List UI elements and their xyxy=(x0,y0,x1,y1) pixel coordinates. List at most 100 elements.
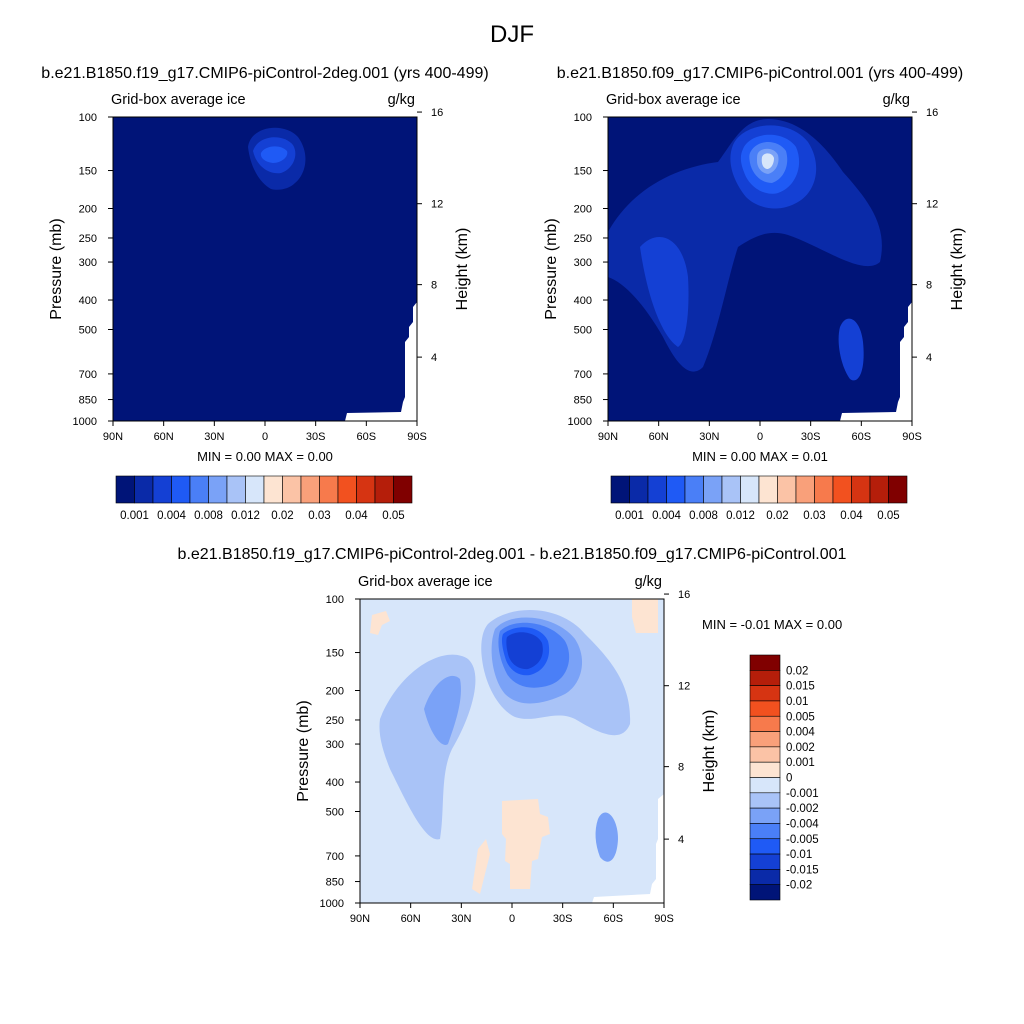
x-tick-label: 30S xyxy=(801,431,821,443)
colorbar-swatch xyxy=(666,475,686,504)
panel-title: b.e21.B1850.f19_g17.CMIP6-piControl-2deg… xyxy=(178,546,847,563)
y-tick-label: 500 xyxy=(79,324,97,336)
colorbar-label: 0.02 xyxy=(271,510,293,522)
y-right-tick-label: 16 xyxy=(926,107,938,119)
colorbar-label: 0.02 xyxy=(766,510,788,522)
y-tick-label: 700 xyxy=(326,851,344,863)
missing-data-mask xyxy=(840,302,912,421)
colorbar-swatch xyxy=(749,715,781,732)
y-tick-label: 850 xyxy=(79,395,97,407)
contour-field xyxy=(113,117,417,421)
panel-subtitle-right: g/kg xyxy=(883,92,910,108)
colorbar-swatch xyxy=(115,475,135,504)
colorbar-swatch xyxy=(319,475,339,504)
colorbar-swatch xyxy=(629,475,649,504)
panel-title: b.e21.B1850.f19_g17.CMIP6-piControl-2deg… xyxy=(41,65,488,82)
colorbar-swatch xyxy=(749,761,781,778)
colorbar-swatch xyxy=(749,884,781,901)
colorbar-label: 0.03 xyxy=(308,510,330,522)
colorbar-swatch xyxy=(832,475,852,504)
y-right-axis-label: Height (km) xyxy=(949,228,966,311)
colorbar-swatch xyxy=(282,475,302,504)
colorbar-swatch xyxy=(721,475,741,504)
colorbar-label: -0.002 xyxy=(786,803,819,815)
y-right-tick-label: 8 xyxy=(926,280,932,292)
y-right-tick-label: 16 xyxy=(431,107,443,119)
colorbar-label: 0.001 xyxy=(615,510,644,522)
y-tick-label: 1000 xyxy=(568,416,592,428)
colorbar: 0.001 0.004 0.008 0.012 0.02 0.03 0.04 0.05 xyxy=(610,475,908,522)
colorbar-label: 0.02 xyxy=(786,665,808,677)
y-tick-label: 400 xyxy=(574,295,592,307)
colorbar-swatch xyxy=(300,475,320,504)
colorbar-label: 0.004 xyxy=(786,727,815,739)
colorbar-label: 0.005 xyxy=(786,711,815,723)
y-right-tick-label: 12 xyxy=(431,199,443,211)
contour-level-2 xyxy=(838,318,864,381)
colorbar-label: 0.008 xyxy=(689,510,718,522)
contour-pos-1 xyxy=(370,611,390,635)
colorbar-swatch xyxy=(758,475,778,504)
panel-subtitle-right: g/kg xyxy=(388,92,415,108)
colorbar-swatch xyxy=(208,475,228,504)
panel-subtitle-left: Grid-box average ice xyxy=(358,574,493,590)
colorbar-swatch xyxy=(189,475,209,504)
panel-title: b.e21.B1850.f09_g17.CMIP6-piControl.001 … xyxy=(557,65,963,82)
contour-field xyxy=(608,117,912,421)
contour-pos-1 xyxy=(632,599,658,633)
colorbar-swatch xyxy=(749,670,781,686)
x-tick-label: 30S xyxy=(306,431,326,443)
colorbar-swatch xyxy=(749,685,781,702)
colorbar-label: -0.004 xyxy=(786,818,819,830)
colorbar-label: -0.015 xyxy=(786,864,819,876)
y-tick-label: 200 xyxy=(326,686,344,698)
colorbar-label: 0.008 xyxy=(194,510,223,522)
y-tick-label: 700 xyxy=(79,369,97,381)
colorbar-swatch xyxy=(749,792,781,809)
y-tick-label: 150 xyxy=(326,648,344,660)
colorbar-swatch xyxy=(263,475,283,504)
x-tick-label: 30N xyxy=(699,431,719,443)
y-tick-label: 100 xyxy=(574,112,592,124)
y-right-axis-label: Height (km) xyxy=(454,228,471,311)
x-tick-label: 30N xyxy=(204,431,224,443)
colorbar-label: 0.004 xyxy=(157,510,186,522)
colorbar-label: 0.015 xyxy=(786,681,815,693)
y-axis-label: Pressure (mb) xyxy=(295,700,312,801)
colorbar-swatch xyxy=(171,475,191,504)
x-tick-label: 0 xyxy=(509,913,515,925)
x-tick-label: 0 xyxy=(262,431,268,443)
colorbar-label: 0.012 xyxy=(726,510,755,522)
contour-field xyxy=(360,599,664,903)
colorbar-label: -0.001 xyxy=(786,788,819,800)
colorbar-label: 0 xyxy=(786,773,792,785)
contour-pos-1 xyxy=(472,839,490,894)
colorbar-swatch xyxy=(749,746,781,763)
y-tick-label: 300 xyxy=(326,739,344,751)
colorbar-swatch xyxy=(749,700,781,717)
y-right-axis-label: Height (km) xyxy=(701,710,718,793)
colorbar-swatch xyxy=(740,475,760,504)
colorbar-label: 0.002 xyxy=(786,742,815,754)
colorbar-swatch xyxy=(226,475,246,504)
colorbar-swatch xyxy=(888,475,908,504)
missing-data-mask xyxy=(592,794,664,903)
x-tick-label: 90S xyxy=(902,431,922,443)
y-right-tick-label: 4 xyxy=(926,352,932,364)
colorbar-swatch xyxy=(869,475,889,504)
colorbar-swatch xyxy=(152,475,172,504)
contour-level-7 xyxy=(761,153,774,169)
y-right-tick-label: 16 xyxy=(678,589,690,601)
colorbar-swatch xyxy=(703,475,723,504)
x-tick-label: 90N xyxy=(350,913,370,925)
y-tick-label: 100 xyxy=(79,112,97,124)
colorbar-label: 0.001 xyxy=(786,757,815,769)
colorbar-label: 0.05 xyxy=(877,510,899,522)
y-tick-label: 700 xyxy=(574,369,592,381)
y-axis-label: Pressure (mb) xyxy=(543,218,560,319)
colorbar-swatch xyxy=(647,475,667,504)
colorbar-label: -0.01 xyxy=(786,849,812,861)
colorbar-swatch xyxy=(749,838,781,855)
x-tick-label: 90N xyxy=(103,431,123,443)
